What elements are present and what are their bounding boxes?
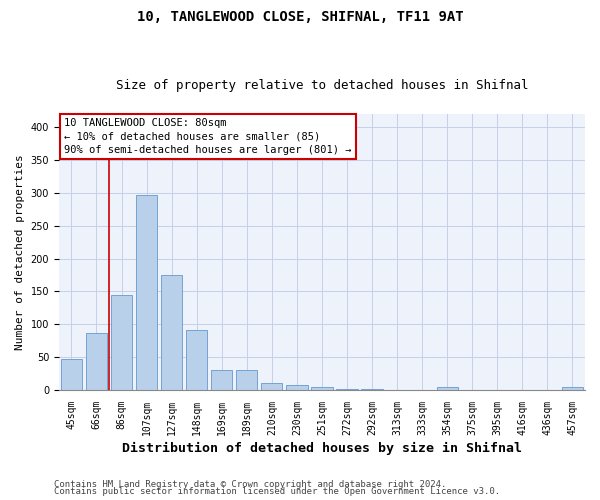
Y-axis label: Number of detached properties: Number of detached properties [15, 154, 25, 350]
Bar [86, 333, 107, 390]
Bar [286, 384, 308, 390]
Bar [136, 195, 157, 390]
Text: Contains HM Land Registry data © Crown copyright and database right 2024.: Contains HM Land Registry data © Crown c… [54, 480, 446, 489]
Bar [111, 296, 132, 390]
Bar [211, 370, 232, 390]
X-axis label: Distribution of detached houses by size in Shifnal: Distribution of detached houses by size … [122, 442, 522, 455]
Bar [437, 388, 458, 390]
Text: 10 TANGLEWOOD CLOSE: 80sqm
← 10% of detached houses are smaller (85)
90% of semi: 10 TANGLEWOOD CLOSE: 80sqm ← 10% of deta… [64, 118, 352, 154]
Bar [186, 330, 208, 390]
Bar [311, 386, 332, 390]
Bar [261, 384, 283, 390]
Text: 10, TANGLEWOOD CLOSE, SHIFNAL, TF11 9AT: 10, TANGLEWOOD CLOSE, SHIFNAL, TF11 9AT [137, 10, 463, 24]
Bar [337, 388, 358, 390]
Text: Contains public sector information licensed under the Open Government Licence v3: Contains public sector information licen… [54, 488, 500, 496]
Bar [236, 370, 257, 390]
Title: Size of property relative to detached houses in Shifnal: Size of property relative to detached ho… [116, 79, 528, 92]
Bar [61, 359, 82, 390]
Bar [161, 275, 182, 390]
Bar [562, 388, 583, 390]
